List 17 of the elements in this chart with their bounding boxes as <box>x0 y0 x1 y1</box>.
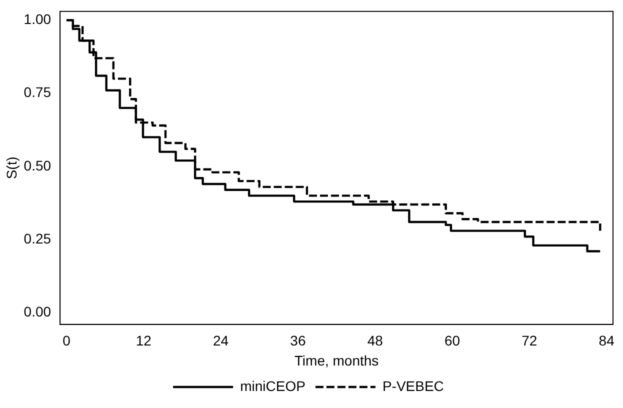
y-tick-label: 0.25 <box>24 230 52 246</box>
x-tick-label: 12 <box>136 332 152 349</box>
y-tick-label: 0.50 <box>24 157 52 174</box>
y-axis-title: S(t) <box>3 156 20 180</box>
y-tick-label: 1.00 <box>24 11 52 28</box>
x-tick-label: 72 <box>522 332 538 349</box>
x-tick-label: 84 <box>598 332 615 349</box>
x-tick-label: 24 <box>213 332 229 349</box>
x-tick-label: 0 <box>62 332 71 349</box>
x-tick-label: 48 <box>367 332 384 349</box>
x-tick-label: 60 <box>444 332 460 349</box>
y-tick-label: 0.75 <box>24 84 52 100</box>
legend-label: miniCEOP <box>240 378 306 394</box>
x-axis-title: Time, months <box>294 352 379 368</box>
y-tick-label: 0.00 <box>24 304 52 320</box>
legend-label: P-VEBEC <box>382 378 444 394</box>
x-tick-label: 36 <box>290 332 306 349</box>
